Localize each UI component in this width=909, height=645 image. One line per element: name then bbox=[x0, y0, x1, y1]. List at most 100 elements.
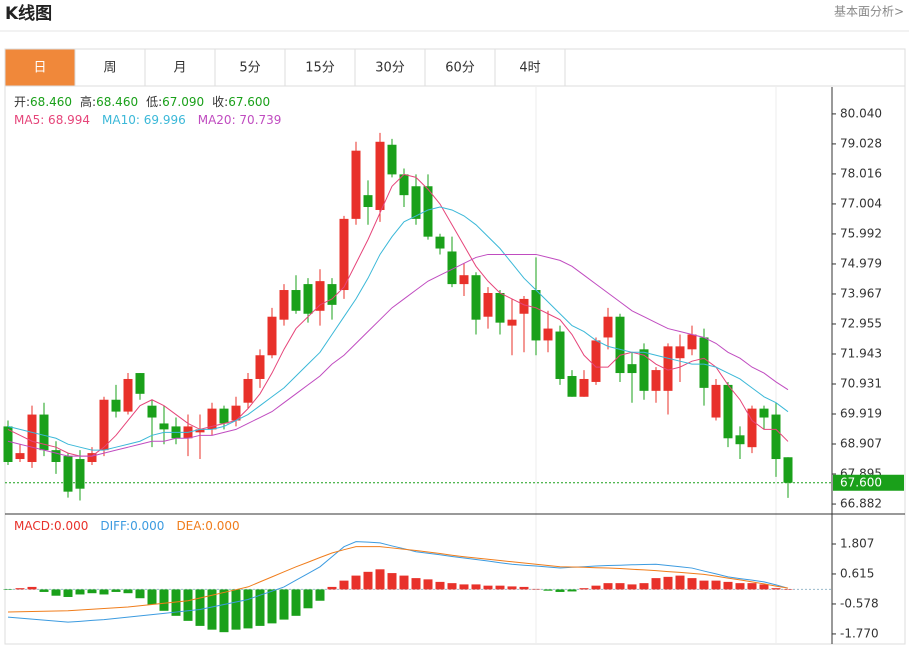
macd-bar bbox=[639, 583, 649, 590]
candle-body bbox=[135, 373, 145, 394]
candle-body bbox=[291, 290, 301, 311]
macd-bar bbox=[711, 580, 721, 590]
candle-body bbox=[435, 236, 445, 249]
candle-body bbox=[627, 364, 637, 374]
candle-body bbox=[711, 384, 721, 418]
legend-entry: MA5: 68.994 bbox=[14, 113, 90, 127]
tab-label[interactable]: 30分 bbox=[375, 61, 405, 76]
y-tick-label: 79.028 bbox=[840, 136, 882, 150]
macd-bar bbox=[351, 575, 361, 590]
ma-line bbox=[7, 253, 789, 457]
macd-bar bbox=[3, 589, 13, 590]
macd-bar bbox=[207, 589, 217, 630]
macd-bar bbox=[279, 589, 289, 620]
legend-entry: MA10: 69.996 bbox=[102, 113, 186, 127]
tab-label[interactable]: 日 bbox=[33, 61, 46, 76]
tab[interactable] bbox=[354, 48, 426, 87]
info-value: 67.090 bbox=[162, 95, 204, 109]
macd-bar bbox=[531, 588, 541, 590]
tab[interactable] bbox=[494, 48, 566, 87]
macd-bar bbox=[483, 585, 493, 590]
candle-body bbox=[99, 399, 109, 451]
candle-body bbox=[327, 284, 337, 305]
macd-bar bbox=[243, 589, 253, 629]
ma-line bbox=[7, 173, 789, 457]
candle-body bbox=[387, 144, 397, 175]
macd-bar bbox=[135, 589, 145, 599]
tab-label[interactable]: 5分 bbox=[239, 61, 260, 76]
candle-body bbox=[87, 453, 97, 463]
candle-body bbox=[315, 281, 325, 311]
macd-bar bbox=[519, 586, 529, 590]
macd-bar bbox=[327, 586, 337, 590]
candle-body bbox=[243, 378, 253, 403]
tab-label[interactable]: 4时 bbox=[519, 61, 540, 76]
tab-bar: 日 周 月 5分 15分 30分 60分 4时 bbox=[4, 48, 566, 87]
candle-body bbox=[591, 340, 601, 382]
candle-body bbox=[531, 290, 541, 341]
legend-entry: MACD:0.000 bbox=[14, 519, 88, 533]
candle-body bbox=[339, 218, 349, 291]
y-tick-label: 71.943 bbox=[840, 346, 882, 360]
macd-bar bbox=[771, 588, 781, 590]
candle-body bbox=[399, 174, 409, 196]
macd-bar bbox=[123, 589, 133, 594]
tab-label[interactable]: 月 bbox=[173, 61, 186, 76]
macd-bar bbox=[399, 575, 409, 590]
candle-body bbox=[519, 298, 529, 314]
y-tick-label: 69.919 bbox=[840, 406, 882, 420]
tab[interactable] bbox=[144, 48, 216, 87]
macd-bar bbox=[375, 569, 385, 590]
y-tick-label: 78.016 bbox=[840, 166, 882, 180]
tab[interactable] bbox=[424, 48, 496, 87]
legend-entry: MA20: 70.739 bbox=[198, 113, 282, 127]
tab[interactable] bbox=[214, 48, 286, 87]
macd-bar bbox=[363, 571, 373, 590]
macd-bar bbox=[195, 589, 205, 626]
candle-body bbox=[267, 316, 277, 356]
candle-body bbox=[579, 378, 589, 397]
analysis-link[interactable]: 基本面分析> bbox=[834, 5, 904, 19]
macd-bar bbox=[15, 588, 25, 590]
y-tick-label: 72.955 bbox=[840, 316, 882, 330]
tab-label[interactable]: 60分 bbox=[445, 61, 475, 76]
macd-bar bbox=[423, 579, 433, 590]
candle-body bbox=[759, 408, 769, 418]
y-tick-label: 74.979 bbox=[840, 256, 882, 270]
candle-body bbox=[723, 384, 733, 439]
candle-body bbox=[51, 450, 61, 463]
macd-bar bbox=[459, 584, 469, 590]
macd-legend: MACD:0.000 DIFF:0.000 DEA:0.000 bbox=[14, 519, 240, 533]
macd-bar bbox=[27, 586, 37, 590]
info-label: 低: bbox=[146, 95, 162, 109]
info-value: 68.460 bbox=[96, 95, 138, 109]
candle-body bbox=[699, 337, 709, 388]
macd-bar bbox=[339, 580, 349, 590]
legend-entry: DEA:0.000 bbox=[176, 519, 239, 533]
candle-body bbox=[639, 349, 649, 391]
macd-bar bbox=[159, 589, 169, 611]
macd-bar bbox=[627, 584, 637, 590]
candle-body bbox=[567, 376, 577, 397]
candle-body bbox=[483, 292, 493, 317]
macd-bar bbox=[675, 575, 685, 590]
candle-body bbox=[75, 459, 85, 489]
page-title: K线图 bbox=[5, 3, 52, 24]
candle-body bbox=[771, 414, 781, 460]
macd-bar bbox=[591, 585, 601, 590]
y-tick-label: 66.882 bbox=[840, 497, 882, 511]
y-tick-label: 0.615 bbox=[840, 566, 874, 580]
macd-bar bbox=[699, 580, 709, 590]
last-price-label: 67.600 bbox=[840, 475, 882, 489]
tab[interactable] bbox=[74, 48, 146, 87]
macd-bar bbox=[543, 589, 553, 591]
macd-bar bbox=[555, 589, 565, 592]
macd-bar bbox=[171, 589, 181, 616]
ma-legend: MA5: 68.994 MA10: 69.996 MA20: 70.739 bbox=[14, 113, 281, 127]
tab-label[interactable]: 周 bbox=[103, 61, 116, 76]
tab-label[interactable]: 15分 bbox=[305, 61, 335, 76]
tab[interactable] bbox=[4, 48, 76, 87]
candle-body bbox=[123, 378, 133, 412]
candle-body bbox=[687, 334, 697, 350]
